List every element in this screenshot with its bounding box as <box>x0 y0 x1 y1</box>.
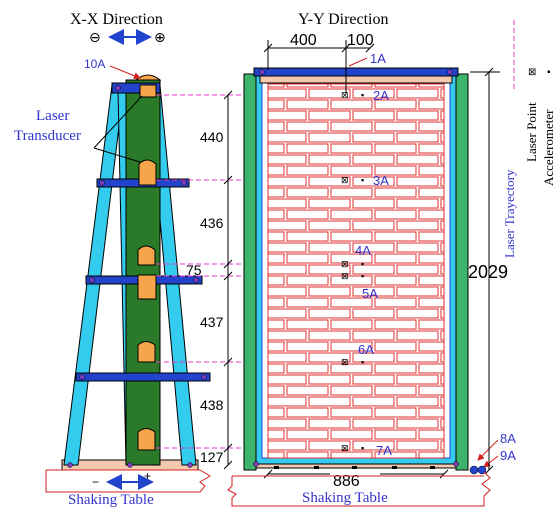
shaking-table-label-right: Shaking Table <box>302 490 388 506</box>
brick-wall <box>267 83 445 459</box>
vertical-dimensions: 440 436 75 437 438 127 <box>186 90 233 470</box>
yy-right-post <box>455 73 469 471</box>
point-label-8a: 8A <box>500 431 516 446</box>
laser-transducer-label-2: Transducer <box>14 128 81 144</box>
xx-beam-4 <box>75 372 211 382</box>
xx-direction-title: X-X Direction <box>70 11 163 28</box>
yy-direction-title: Y-Y Direction <box>298 11 389 28</box>
yy-top-cap <box>259 75 453 84</box>
point-label-3a: 3A <box>373 173 389 188</box>
laser-transducer-label-1: Laser <box>36 108 69 124</box>
shaking-table-label-left: Shaking Table <box>68 492 154 508</box>
svg-text:▪: ▪ <box>361 259 364 269</box>
yy-top-beam <box>253 67 459 77</box>
dim-127: 127 <box>200 449 224 465</box>
svg-text:⊠: ⊠ <box>341 443 349 453</box>
legend-laser-point-label: Laser Point <box>524 102 539 162</box>
point-label-4a: 4A <box>355 243 371 258</box>
accelerometer-8a <box>469 465 479 475</box>
xx-transducer-2 <box>138 159 157 186</box>
svg-text:▪: ▪ <box>361 90 364 100</box>
svg-text:▪: ▪ <box>361 443 364 453</box>
dim-total-2029: 2029 <box>468 262 508 282</box>
dim-437: 437 <box>200 314 224 330</box>
yy-elevation: ⊠ ▪ ⊠ ▪ ⊠ ▪ ⊠ ▪ ⊠ ▪ ⊠ ▪ 1A 2A 3A 4A 5A 6A 7A 8… <box>227 32 516 507</box>
xx-transducer-4 <box>137 274 157 300</box>
plus-direction-icon: ⊕ <box>154 29 166 45</box>
point-label-10a: 10A <box>84 57 105 71</box>
dim-438: 438 <box>200 397 224 413</box>
xx-elevation: 10A Laser Transducer − + Shaking Table <box>14 57 345 508</box>
dim-440: 440 <box>200 129 224 145</box>
legend-accelerometer-label: Accelerometer <box>541 109 556 186</box>
legend: Laser Trayectory ⊠ Laser Point ▪ Acceler… <box>502 20 556 258</box>
yy-left-post <box>243 73 257 471</box>
legend-laser-trajectory-label: Laser Trayectory <box>502 169 517 258</box>
dim-75: 75 <box>186 262 202 278</box>
xx-shaking-table: − + Shaking Table <box>45 469 211 508</box>
svg-text:⊠: ⊠ <box>341 357 349 367</box>
xx-transducer-6 <box>137 428 156 451</box>
svg-text:⊠: ⊠ <box>341 90 349 100</box>
svg-text:⊠: ⊠ <box>341 175 349 185</box>
xx-wall-column <box>125 79 161 466</box>
point-label-7a: 7A <box>376 443 392 458</box>
point-label-1a: 1A <box>370 51 386 66</box>
yy-shaking-table: Shaking Table <box>227 471 491 507</box>
xx-transducer-5 <box>137 341 156 363</box>
legend-accelerometer-icon: ▪ <box>547 67 551 78</box>
base-plus-sign: + <box>144 469 151 483</box>
xx-transducer-3 <box>137 245 156 266</box>
point-label-9a: 9A <box>500 448 516 463</box>
dim-top-100: 100 <box>347 32 374 49</box>
svg-text:▪: ▪ <box>361 175 364 185</box>
point-label-2a: 2A <box>373 88 389 103</box>
svg-text:▪: ▪ <box>361 271 364 281</box>
dim-base-886: 886 <box>333 473 360 490</box>
xx-transducer-1 <box>139 84 157 98</box>
xx-beam-top <box>111 82 161 94</box>
dim-top-400: 400 <box>290 32 317 49</box>
base-minus-sign: − <box>92 475 99 489</box>
point-label-6a: 6A <box>358 342 374 357</box>
svg-text:⊠: ⊠ <box>341 271 349 281</box>
point-label-5a: 5A <box>362 286 378 301</box>
dim-436: 436 <box>200 215 224 231</box>
svg-text:▪: ▪ <box>361 357 364 367</box>
svg-text:⊠: ⊠ <box>341 259 349 269</box>
legend-laser-point-icon: ⊠ <box>528 67 536 78</box>
minus-direction-icon: ⊖ <box>89 29 101 45</box>
